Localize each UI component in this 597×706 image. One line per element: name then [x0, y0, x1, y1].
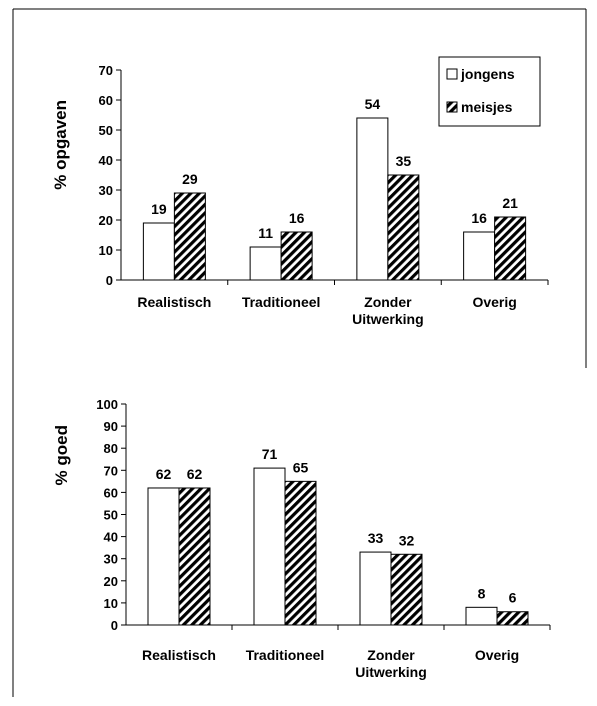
- legend-swatch-jongens: [446, 68, 458, 80]
- bar-jongens: [359, 551, 392, 626]
- legend-swatch-meisjes: [446, 101, 458, 113]
- x-tick-label: Realistisch: [142, 647, 216, 663]
- bar-meisjes: [284, 480, 317, 626]
- y-tick-label: 20: [104, 574, 118, 589]
- y-tick-label: 90: [104, 419, 118, 434]
- bar-meisjes: [173, 192, 206, 281]
- y-tick-label: 30: [104, 552, 118, 567]
- bar-meisjes: [390, 553, 423, 626]
- data-label: 6: [509, 590, 517, 606]
- data-label: 29: [182, 171, 198, 187]
- legend-label-jongens: jongens: [460, 66, 515, 82]
- x-tick-label: Realistisch: [137, 294, 211, 310]
- y-axis-label: % goed: [52, 425, 71, 485]
- y-tick-label: 80: [104, 441, 118, 456]
- chart-opgaven: 0 10 20 30 40 50 60 70 % opgaven Realistisch 19 29 T…: [51, 63, 549, 327]
- data-label: 11: [258, 225, 273, 241]
- bar-jongens: [249, 246, 282, 281]
- data-label: 65: [293, 459, 309, 475]
- y-tick-label: 70: [104, 463, 118, 478]
- bar-meisjes: [280, 231, 313, 281]
- y-tick-label: 0: [111, 618, 118, 633]
- chart-goed: 0 10 20 30 40 50 60 70 80 90 100 % goed Realistisch 6…: [52, 397, 551, 680]
- bar-jongens: [253, 467, 286, 626]
- data-label: 32: [399, 532, 415, 548]
- y-tick-label: 10: [99, 243, 113, 258]
- y-tick-label: 40: [99, 153, 113, 168]
- x-tick-label: Overig: [472, 294, 516, 310]
- y-axis-label: % opgaven: [51, 100, 70, 190]
- data-label: 16: [471, 210, 487, 226]
- bar-meisjes: [496, 611, 529, 626]
- data-label: 8: [478, 585, 486, 601]
- bar-jongens: [147, 487, 180, 626]
- x-tick-label: Zonder Uitwerking: [355, 647, 427, 680]
- y-tick-label: 50: [104, 508, 118, 523]
- bar-jongens: [142, 222, 175, 281]
- data-label: 54: [365, 96, 381, 112]
- bar-meisjes: [178, 487, 211, 626]
- y-tick-label: 40: [104, 530, 118, 545]
- data-label: 62: [187, 466, 203, 482]
- bar-jongens: [356, 117, 389, 281]
- x-tick-label: Zonder Uitwerking: [352, 294, 424, 327]
- bar-meisjes: [387, 174, 420, 281]
- data-label: 16: [289, 210, 305, 226]
- legend-label-meisjes: meisjes: [461, 99, 513, 115]
- x-tick-label: Overig: [475, 647, 519, 663]
- y-tick-label: 60: [104, 485, 118, 500]
- data-label: 62: [156, 466, 172, 482]
- data-label: 21: [502, 195, 518, 211]
- x-tick-label: Traditioneel: [246, 647, 325, 663]
- data-label: 33: [368, 530, 384, 546]
- data-label: 19: [151, 201, 167, 217]
- data-label: 71: [262, 446, 278, 462]
- y-tick-label: 10: [104, 596, 118, 611]
- y-tick-label: 60: [99, 93, 113, 108]
- legend: jongens meisjes: [438, 56, 541, 127]
- bar-jongens: [465, 606, 498, 626]
- x-tick-label: Traditioneel: [242, 294, 321, 310]
- bar-jongens: [463, 231, 496, 281]
- data-label: 35: [396, 153, 412, 169]
- y-tick-label: 30: [99, 183, 113, 198]
- legend-entry-jongens: jongens: [446, 66, 515, 82]
- legend-entry-meisjes: meisjes: [446, 99, 513, 115]
- y-tick-label: 0: [106, 273, 113, 288]
- y-tick-label: 20: [99, 213, 113, 228]
- y-tick-label: 100: [96, 397, 118, 412]
- y-tick-label: 70: [99, 63, 113, 78]
- y-tick-label: 50: [99, 123, 113, 138]
- bar-meisjes: [494, 216, 527, 281]
